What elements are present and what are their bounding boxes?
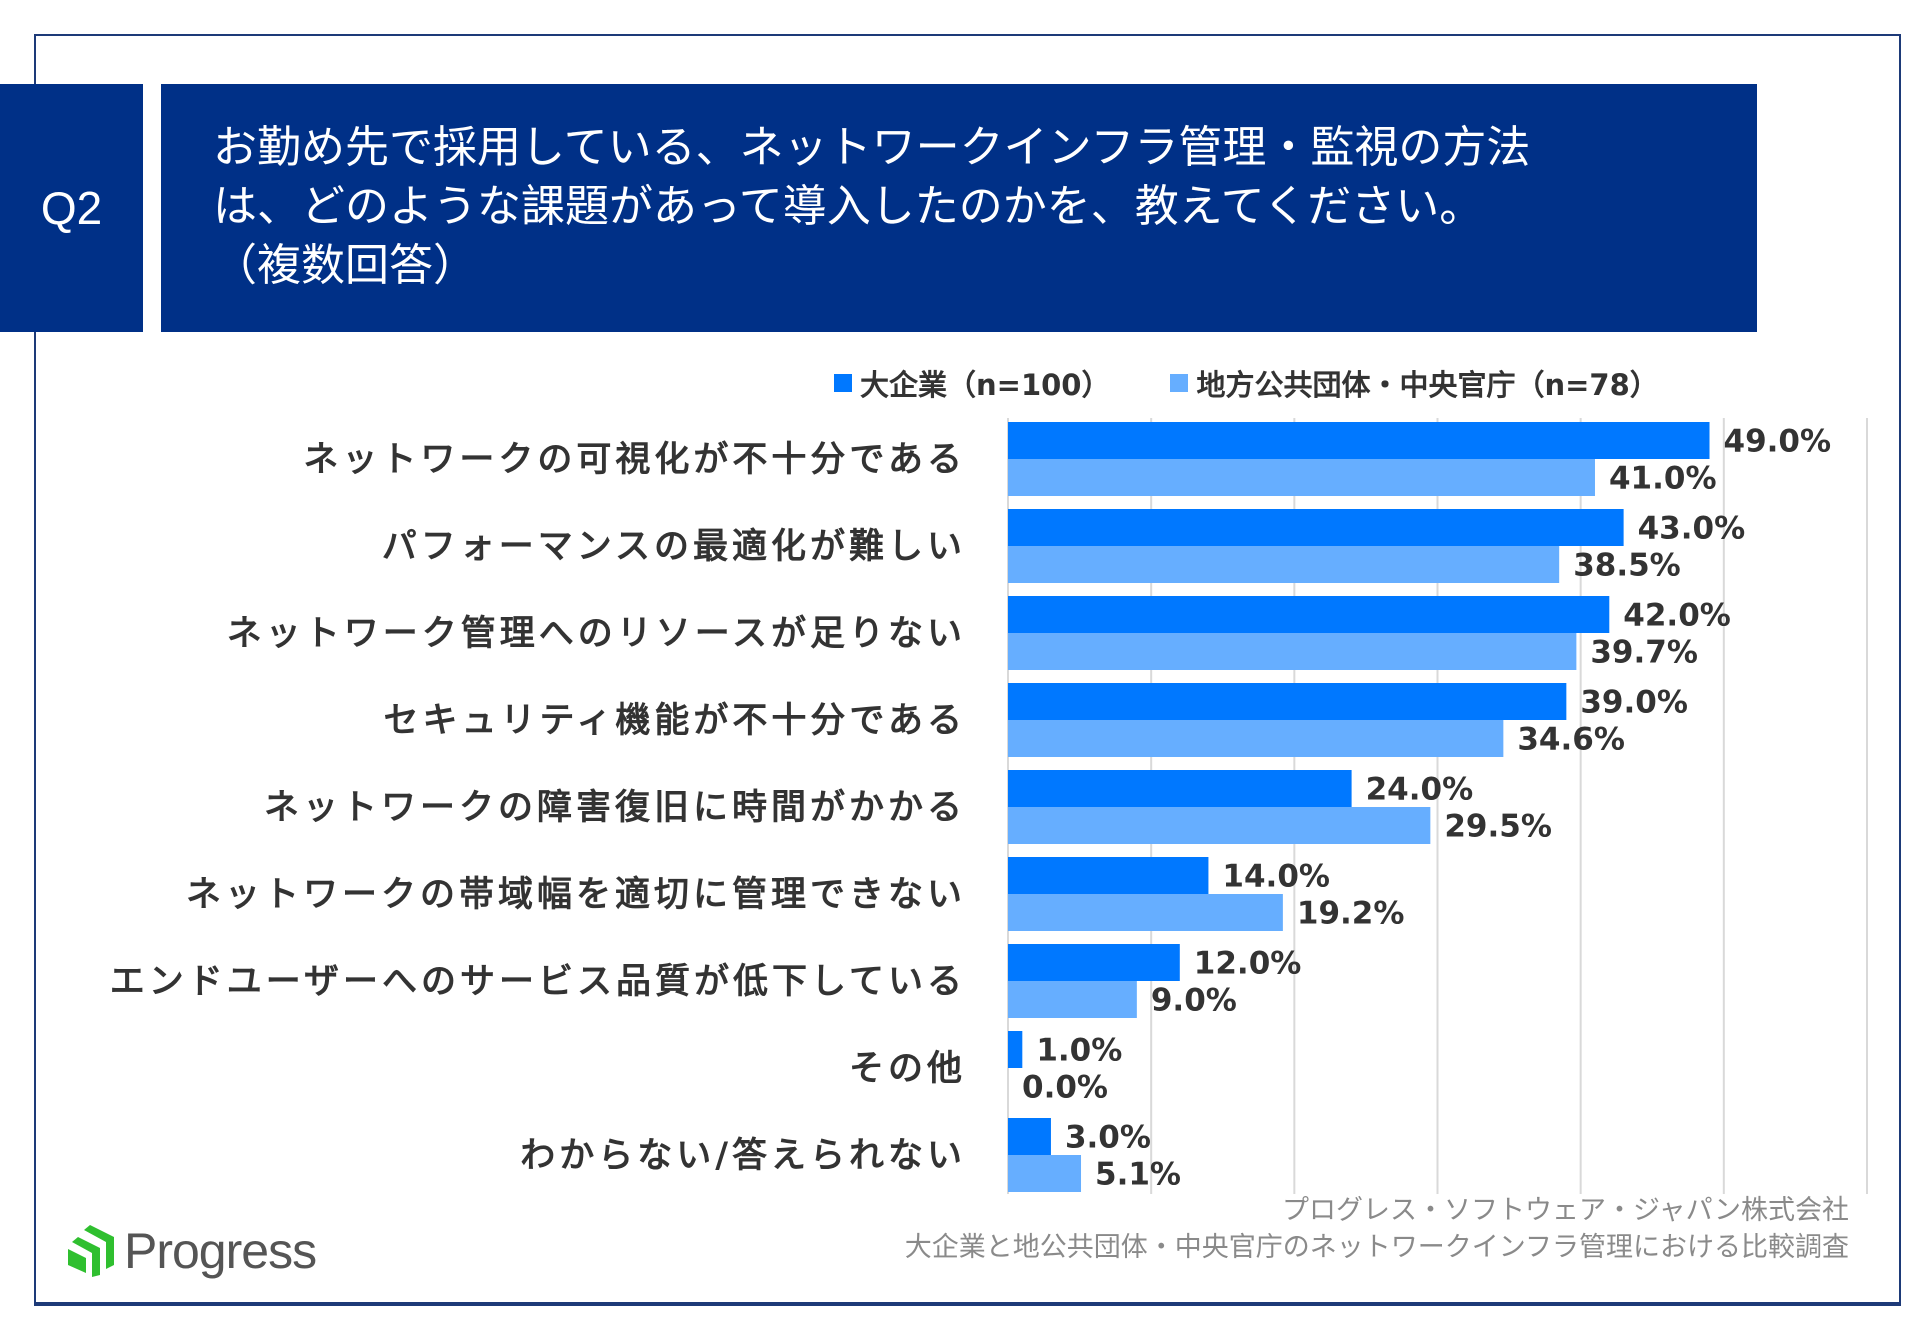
question-title: お勤め先で採用している、ネットワークインフラ管理・監視の方法 は、どのような課題… — [161, 84, 1757, 332]
data-label: 0.0% — [1022, 1070, 1108, 1106]
frame — [34, 34, 1901, 1306]
category-label: その他 — [849, 1049, 966, 1089]
category-label: ネットワークの可視化が不十分である — [303, 440, 966, 480]
footer-survey: 大企業と地公共団体・中央官庁のネットワークインフラ管理における比較調査 — [904, 1232, 1849, 1263]
data-label: 34.6% — [1517, 722, 1625, 758]
data-label: 5.1% — [1095, 1157, 1181, 1193]
category-label: ネットワーク管理へのリソースが足りない — [227, 614, 966, 654]
data-label: 14.0% — [1222, 859, 1330, 895]
legend: 大企業（n=100） 地方公共団体・中央官庁（n=78） — [834, 362, 1659, 404]
data-label: 12.0% — [1194, 946, 1302, 982]
category-label: パフォーマンスの最適化が難しい — [382, 527, 966, 567]
data-label: 3.0% — [1065, 1120, 1151, 1156]
data-label: 19.2% — [1297, 896, 1405, 932]
category-label: ネットワークの障害復旧に時間がかかる — [264, 788, 966, 828]
progress-logo: Progress — [68, 1222, 317, 1280]
bar — [1008, 422, 1710, 459]
bar — [1008, 807, 1431, 844]
bar — [1008, 509, 1624, 546]
data-label: 24.0% — [1366, 772, 1474, 808]
bar — [1008, 770, 1352, 807]
legend-label: 地方公共団体・中央官庁（n=78） — [1196, 368, 1659, 402]
bar — [1008, 546, 1560, 583]
progress-logo-icon — [68, 1225, 114, 1277]
data-label: 43.0% — [1638, 511, 1746, 547]
bar — [1008, 1155, 1082, 1192]
legend-item-series2: 地方公共団体・中央官庁（n=78） — [1170, 362, 1659, 404]
title-line: お勤め先で採用している、ネットワークインフラ管理・監視の方法 — [213, 122, 1531, 173]
legend-swatch — [1170, 374, 1189, 392]
data-label: 49.0% — [1724, 424, 1832, 460]
category-label: わからない/答えられない — [520, 1136, 966, 1176]
question-number: Q2 — [0, 84, 143, 332]
bar — [1008, 894, 1283, 931]
category-label: セキュリティ機能が不十分である — [383, 701, 966, 741]
category-label: エンドユーザーへのサービス品質が低下している — [110, 962, 966, 1002]
bar — [1008, 596, 1610, 633]
title-line: （複数回答） — [213, 240, 477, 291]
data-label: 29.5% — [1444, 809, 1552, 845]
footer: プログレス・ソフトウェア・ジャパン株式会社 大企業と地公共団体・中央官庁のネット… — [905, 1192, 1849, 1266]
data-label: 39.0% — [1580, 685, 1688, 721]
bar — [1008, 981, 1137, 1018]
bar — [1008, 683, 1567, 720]
bar — [1008, 1118, 1051, 1155]
title-line: は、どのような課題があって導入したのかを、教えてください。 — [213, 181, 1484, 232]
data-label: 38.5% — [1573, 548, 1681, 584]
category-label: ネットワークの帯域幅を適切に管理できない — [186, 875, 966, 915]
bar — [1008, 720, 1504, 757]
bar — [1008, 633, 1577, 670]
data-label: 39.7% — [1590, 635, 1698, 671]
data-label: 1.0% — [1036, 1033, 1122, 1069]
bar — [1008, 459, 1595, 496]
progress-logo-text: Progress — [124, 1223, 317, 1279]
bar — [1008, 944, 1180, 981]
data-label: 42.0% — [1623, 598, 1731, 634]
bar — [1008, 1031, 1023, 1068]
data-label: 9.0% — [1151, 983, 1237, 1019]
data-label: 41.0% — [1609, 461, 1717, 497]
legend-label: 大企業（n=100） — [860, 368, 1111, 402]
footer-company: プログレス・ソフトウェア・ジャパン株式会社 — [1282, 1195, 1849, 1226]
legend-swatch — [834, 374, 852, 392]
bar — [1008, 857, 1209, 894]
legend-item-series1: 大企業（n=100） — [834, 362, 1110, 404]
